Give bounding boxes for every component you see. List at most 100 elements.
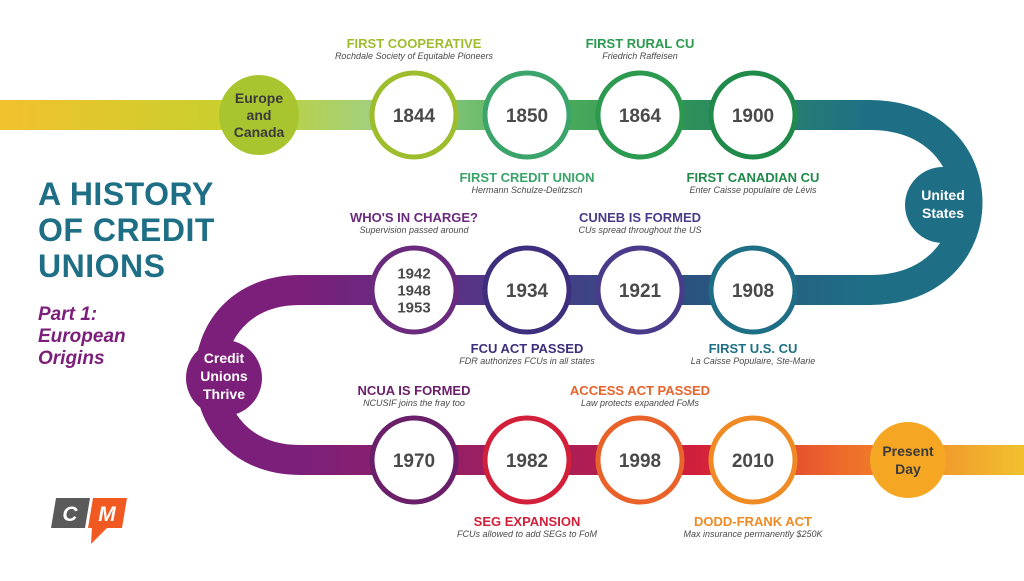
hub-present-line: Day [895,461,921,477]
milestone-label: SEG EXPANSION FCUs allowed to add SEGs to… [407,514,647,540]
hub-us-line: United [921,187,965,203]
milestone-heading: FIRST CANADIAN CU [686,170,820,185]
milestone-label: FIRST COOPERATIVE Rochdale Society of Equ… [294,36,534,62]
milestone-year: 1844 [393,106,436,127]
subtitle-line: Origins [38,348,105,369]
milestone-1864: 1864 [595,70,685,160]
milestone-circle [482,70,572,160]
milestone-circle [595,245,685,335]
milestone-label: CUNEB IS FORMED CUs spread throughout the… [520,210,760,236]
cm-logo: C M [51,498,127,544]
logo-m-letter: M [98,503,116,526]
milestone-description: Friedrich Raffeisen [602,51,678,61]
hub-europe-line: Canada [234,124,285,140]
milestone-description: CUs spread throughout the US [578,225,702,235]
milestone-circle [369,70,459,160]
milestone-label: FIRST CANADIAN CU Enter Caisse populaire … [633,170,873,196]
page-subtitle: Part 1: European Origins [38,304,208,370]
title-line: A HISTORY [38,176,214,212]
milestone-circle [708,415,798,505]
milestone-description: Rochdale Society of Equitable Pioneers [334,51,494,61]
milestone-description: Law protects expanded FoMs [580,398,700,408]
milestone-1850: 1850 [482,70,572,160]
milestone-description: NCUSIF joins the fray too [363,398,465,408]
milestone-description: Max insurance permanently $250K [683,529,823,539]
milestone-circle [369,415,459,505]
logo-m-block [88,498,127,528]
milestone-circle [595,415,685,505]
milestone-heading: FIRST CREDIT UNION [459,170,595,185]
milestone-year: 1982 [506,451,548,472]
hub-europe-line: Europe [235,90,283,106]
milestone-circle [482,415,572,505]
subtitle-line: European [38,326,126,347]
hub-united-states: United States [905,167,981,243]
milestone-description: Hermann Schulze-Delitzsch [471,185,583,195]
hub-us-line: States [922,205,964,221]
milestone-label: FCU ACT PASSED FDR authorizes FCUs in all… [407,341,647,367]
milestone-2010: 2010 [708,415,798,505]
milestone-year: 1970 [393,451,435,472]
milestone-heading: CUNEB IS FORMED [578,210,702,225]
milestone-label: FIRST CREDIT UNION Hermann Schulze-Delitz… [407,170,647,196]
hub-thrive-line: Unions [200,368,248,384]
title-line: UNIONS [38,248,166,284]
milestone-circle [369,245,459,335]
milestone-label: NCUA IS FORMED NCUSIF joins the fray too [294,383,534,409]
milestone-year: 1850 [506,106,548,127]
milestone-circles: 1844 1850 1864 1900 1908 1921 1934 194219481953… [369,70,798,505]
hub-credit-unions-thrive: Credit Unions Thrive [186,340,262,416]
subtitle-line: Part 1: [38,304,98,325]
milestone-1908: 1908 [708,245,798,335]
milestone-circle [708,70,798,160]
logo-c-block [51,498,90,528]
milestone-year: 2010 [732,451,774,472]
milestone-year: 1953 [397,299,430,316]
milestone-heading: NCUA IS FORMED [357,383,471,398]
milestone-label: DODD-FRANK ACT Max insurance permanently … [633,514,873,540]
milestone-heading: FIRST RURAL CU [585,36,695,51]
title-line: OF CREDIT [38,212,215,248]
milestone-description: FDR authorizes FCUs in all states [459,356,595,366]
logo-c-letter: C [62,503,78,526]
milestone-description: Supervision passed around [359,225,469,235]
milestone-heading: ACCESS ACT PASSED [569,383,711,398]
milestone-description: Enter Caisse populaire de Lévis [689,185,817,195]
milestone-year: 1900 [732,106,774,127]
milestone-year: 1998 [619,451,661,472]
milestone-heading: WHO'S IN CHARGE? [349,210,479,225]
milestone-label: FIRST U.S. CU La Caisse Populaire, Ste-Ma… [633,341,873,367]
milestone-1900: 1900 [708,70,798,160]
milestone-year: 1864 [619,106,662,127]
page-title: A HISTORY OF CREDIT UNIONS [38,176,298,284]
hub-europe-line: and [247,107,272,123]
logo-speech-tail [91,527,108,544]
milestone-1982: 1982 [482,415,572,505]
milestone-circle [595,70,685,160]
milestone-year: 1921 [619,281,662,302]
hub-present-line: Present [882,443,934,459]
milestone-1998: 1998 [595,415,685,505]
milestone-heading: SEG EXPANSION [473,514,581,529]
milestone-heading: FIRST U.S. CU [708,341,798,356]
milestone-1934: 1934 [482,245,572,335]
milestone-label: ACCESS ACT PASSED Law protects expanded F… [520,383,760,409]
hub-europe-and-canada: Europe and Canada [219,75,299,155]
milestone-heading: FCU ACT PASSED [470,341,584,356]
milestone-year: 1948 [397,282,430,299]
milestone-1844: 1844 [369,70,459,160]
milestone-1970: 1970 [369,415,459,505]
hub-thrive-line: Credit [204,350,245,366]
milestone-year: 1908 [732,281,774,302]
milestone-heading: FIRST COOPERATIVE [346,36,482,51]
milestone-circle [708,245,798,335]
milestone-year: 1942 [397,265,430,282]
hub-present-day: Present Day [870,422,946,498]
milestone-label: FIRST RURAL CU Friedrich Raffeisen [520,36,760,62]
milestone-description: La Caisse Populaire, Ste-Marie [690,356,816,366]
milestone-label: WHO'S IN CHARGE? Supervision passed aroun… [294,210,534,236]
milestone-year: 1934 [506,281,549,302]
milestone-heading: DODD-FRANK ACT [694,514,812,529]
